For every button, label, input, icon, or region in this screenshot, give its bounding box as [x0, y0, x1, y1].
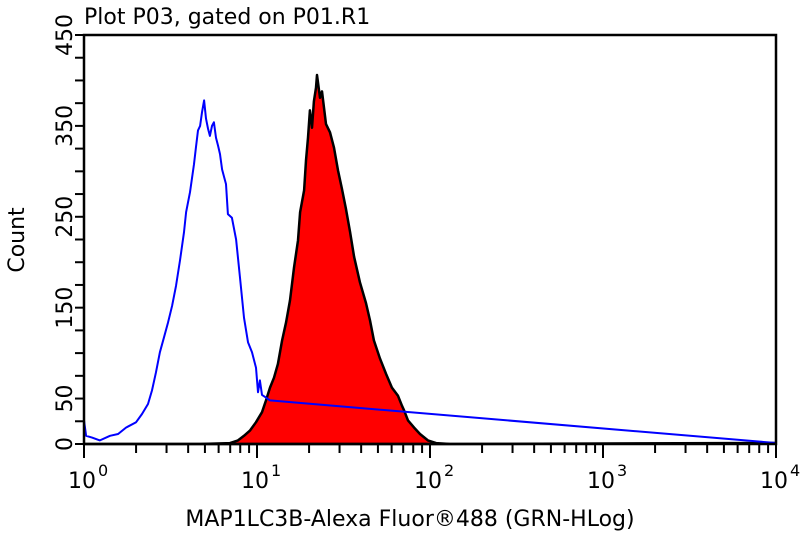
y-tick-label: 450 — [53, 14, 78, 56]
x-axis-label: MAP1LC3B-Alexa Fluor®488 (GRN-HLog) — [185, 507, 634, 532]
x-tick-label: 10 — [68, 469, 96, 494]
x-tick-exponent: 2 — [444, 461, 454, 480]
antibody-histogram-filled — [82, 73, 777, 446]
y-axis: 0 50 150 250 350 450 — [53, 14, 84, 451]
plot-area — [82, 73, 777, 446]
control-histogram-line — [83, 99, 777, 444]
y-axis-label: Count — [5, 207, 30, 273]
plot-frame — [82, 33, 778, 446]
x-tick-exponent: 1 — [271, 461, 281, 480]
x-tick-label: 10 — [414, 469, 442, 494]
x-tick-label: 10 — [587, 469, 615, 494]
x-tick-exponent: 4 — [790, 461, 800, 480]
chart-title: Plot P03, gated on P01.R1 — [84, 5, 370, 30]
y-tick-label: 350 — [53, 105, 78, 147]
x-tick-exponent: 3 — [617, 461, 627, 480]
x-tick-label: 10 — [760, 469, 788, 494]
x-axis: 10 0 10 1 10 2 10 3 10 4 — [68, 444, 800, 494]
y-tick-label: 250 — [53, 196, 78, 238]
y-tick-label: 50 — [53, 385, 78, 413]
x-tick-label: 10 — [241, 469, 269, 494]
x-tick-exponent: 0 — [98, 461, 108, 480]
y-tick-label: 0 — [53, 437, 78, 451]
y-tick-label: 150 — [53, 287, 78, 329]
